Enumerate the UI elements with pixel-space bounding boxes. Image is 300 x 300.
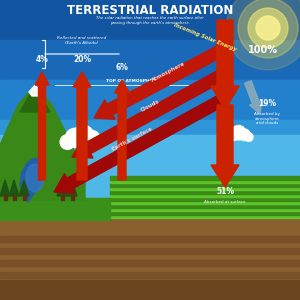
Circle shape (226, 128, 239, 141)
Bar (0, 40, 300, 80)
Text: Earth's surface: Earth's surface (111, 126, 153, 152)
Bar (110, 211, 300, 214)
FancyArrow shape (35, 72, 49, 180)
FancyArrow shape (72, 70, 225, 158)
FancyArrow shape (94, 45, 225, 119)
Text: Atmosphere: Atmosphere (150, 61, 186, 83)
Polygon shape (57, 180, 67, 196)
Text: 6%: 6% (116, 63, 128, 72)
Circle shape (92, 136, 104, 148)
Text: 20%: 20% (73, 55, 91, 64)
Polygon shape (20, 85, 50, 112)
Bar (13, 195, 16, 200)
Circle shape (244, 133, 253, 141)
FancyArrow shape (245, 81, 262, 114)
Bar (0, 120, 300, 160)
Text: Absorbed at surface: Absorbed at surface (204, 200, 246, 204)
Polygon shape (19, 180, 29, 196)
Text: 100%: 100% (248, 45, 278, 55)
FancyArrow shape (211, 105, 239, 187)
Text: Clouds: Clouds (140, 99, 160, 113)
Text: Absorbed by
atmosphere
and clouds: Absorbed by atmosphere and clouds (254, 112, 280, 125)
Circle shape (238, 0, 298, 58)
Bar (0, 135, 300, 205)
Bar (0, 198, 300, 220)
Bar (110, 208, 300, 211)
Polygon shape (0, 180, 10, 196)
Bar (110, 183, 300, 187)
Text: TOP OF ATMOSPHERE: TOP OF ATMOSPHERE (106, 79, 160, 83)
Bar (0, 280, 300, 300)
Bar (0, 198, 110, 220)
Bar (22, 195, 26, 200)
FancyArrow shape (73, 72, 91, 180)
Polygon shape (29, 85, 41, 96)
Circle shape (65, 128, 84, 147)
FancyArrow shape (54, 95, 225, 193)
Bar (110, 176, 300, 179)
Bar (110, 200, 300, 204)
Polygon shape (67, 180, 77, 196)
Bar (110, 197, 300, 200)
Bar (110, 179, 300, 183)
Circle shape (238, 129, 250, 141)
Bar (4, 195, 7, 200)
Ellipse shape (26, 164, 44, 192)
Bar (0, 248, 300, 254)
Bar (0, 272, 300, 278)
Bar (110, 214, 300, 218)
Text: 19%: 19% (258, 100, 276, 109)
Bar (0, 0, 300, 40)
Circle shape (248, 8, 288, 48)
Circle shape (83, 130, 100, 147)
FancyArrow shape (115, 80, 130, 180)
Circle shape (231, 125, 246, 140)
Bar (0, 80, 300, 120)
Circle shape (256, 16, 280, 40)
FancyArrow shape (211, 20, 239, 110)
Text: Incoming Solar Energy: Incoming Solar Energy (173, 22, 237, 52)
Bar (110, 194, 300, 197)
Bar (0, 236, 300, 242)
Polygon shape (0, 85, 85, 200)
Bar (110, 187, 300, 190)
Polygon shape (9, 180, 19, 196)
Text: 51%: 51% (216, 188, 234, 196)
Circle shape (226, 0, 300, 70)
Bar (110, 204, 300, 208)
Bar (110, 190, 300, 194)
Circle shape (223, 132, 233, 142)
Circle shape (73, 125, 94, 146)
Bar (61, 195, 64, 200)
Bar (0, 160, 300, 200)
Text: Reflected and scattered
(Earth's Albedo): Reflected and scattered (Earth's Albedo) (57, 36, 106, 45)
Bar (0, 218, 300, 300)
Text: The solar radiation that reaches the earth surface after
passing through the ear: The solar radiation that reaches the ear… (96, 16, 204, 25)
Polygon shape (20, 158, 45, 202)
Text: 4%: 4% (36, 55, 48, 64)
Bar (0, 0, 300, 32)
Text: TERRESTRIAL RADIATION: TERRESTRIAL RADIATION (67, 4, 233, 17)
Circle shape (60, 135, 75, 149)
Bar (70, 195, 74, 200)
Bar (0, 260, 300, 266)
